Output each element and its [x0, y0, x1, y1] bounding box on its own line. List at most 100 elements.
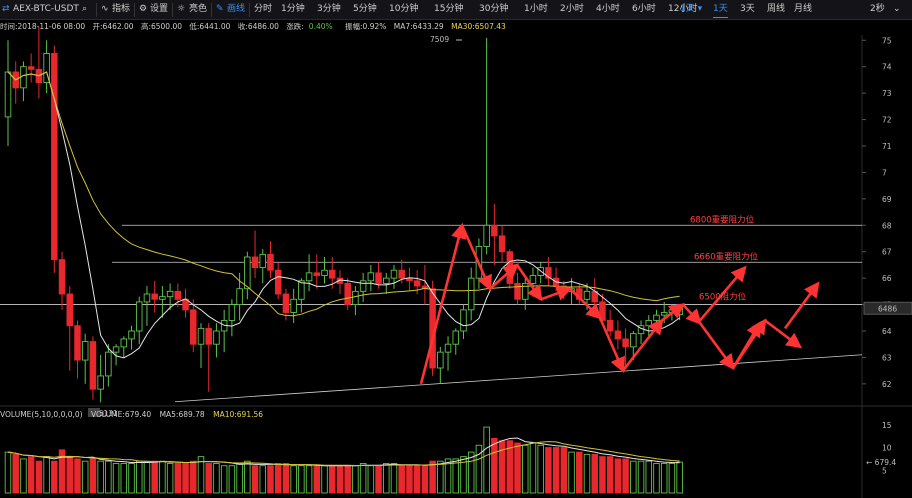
- info-ma7: MA7:6433.29: [393, 22, 444, 31]
- period-tab-10[interactable]: 6小时: [632, 4, 656, 14]
- forecast-arrow: [698, 322, 735, 371]
- period-tab-15[interactable]: 月线: [794, 4, 813, 14]
- period-tab-12[interactable]: 1天: [713, 2, 728, 18]
- period-tab-1[interactable]: 1分钟: [281, 4, 305, 14]
- volume-label: VOLUME(5,10,0,0,0,0): [0, 410, 83, 419]
- volume-bar: [89, 458, 97, 494]
- volume-bar: [537, 444, 544, 494]
- refresh-interval[interactable]: 2秒: [870, 4, 885, 14]
- candle-body: [290, 298, 297, 313]
- symbol-label[interactable]: AEX-BTC-USDT: [13, 4, 79, 14]
- volume-bar: [491, 438, 498, 494]
- period-tab-0[interactable]: 分时: [254, 4, 273, 14]
- candle-body: [545, 267, 552, 279]
- period-dropdown[interactable]: 1天 ▾: [680, 4, 703, 14]
- volume-bar: [467, 451, 475, 494]
- period-tab-7[interactable]: 1小时: [524, 4, 548, 14]
- volume-bar: [135, 460, 143, 494]
- theme-button[interactable]: 亮色: [189, 4, 208, 14]
- period-tab-3[interactable]: 5分钟: [353, 4, 377, 14]
- indicator-button[interactable]: 指标: [112, 4, 131, 14]
- volume-ma10: MA10:691.56: [213, 410, 264, 419]
- forecast-arrow: [783, 281, 820, 330]
- volume-bar: [576, 451, 583, 494]
- pencil-icon: ✎: [216, 4, 224, 14]
- candle-body: [89, 341, 97, 390]
- volume-bar: [328, 465, 336, 494]
- candle-body: [51, 53, 58, 261]
- period-tab-5[interactable]: 15分钟: [434, 4, 464, 14]
- candle-body: [259, 253, 267, 269]
- candle-body: [213, 330, 220, 345]
- period-tab-13[interactable]: 3天: [740, 4, 755, 14]
- candle-body: [128, 330, 135, 340]
- volume-bar: [97, 460, 104, 494]
- candle-body: [452, 330, 460, 345]
- candle-body: [498, 235, 506, 253]
- expand-icon[interactable]: ⌄: [893, 4, 901, 14]
- indicator-icon: ∿: [101, 4, 109, 14]
- candle-body: [344, 282, 351, 306]
- candle-body: [390, 269, 398, 279]
- min-label-box: [88, 408, 100, 417]
- period-tab-14[interactable]: 周线: [767, 4, 786, 14]
- candle-body: [143, 293, 151, 303]
- period-tab-6[interactable]: 30分钟: [479, 4, 509, 14]
- price-axis-label: 71: [882, 142, 892, 151]
- zigzag-arrow: [460, 224, 492, 292]
- candle-body: [267, 253, 274, 271]
- period-tab-4[interactable]: 10分钟: [389, 4, 419, 14]
- volume-ma5: MA5:689.78: [159, 410, 205, 419]
- symbol-icon[interactable]: ⇄: [2, 4, 10, 14]
- draw-button[interactable]: 画线: [227, 4, 246, 14]
- volume-bar: [583, 453, 591, 494]
- candle-body: [375, 272, 382, 284]
- volume-bar: [128, 463, 135, 494]
- candle-body: [413, 280, 421, 287]
- candle-body: [282, 293, 290, 313]
- volume-bar: [660, 463, 668, 494]
- price-axis-label: 73: [882, 89, 892, 98]
- candle-body: [81, 341, 89, 361]
- zigzag-arrow: [515, 264, 543, 302]
- candle-body: [58, 259, 66, 295]
- support-trendline: [174, 354, 863, 403]
- volume-bar: [74, 458, 81, 494]
- volume-bar: [228, 465, 236, 494]
- volume-bar: [514, 442, 521, 494]
- volume-bar: [521, 444, 529, 494]
- volume-bar: [529, 442, 537, 494]
- volume-bar: [267, 465, 274, 494]
- candle-body: [367, 272, 375, 282]
- volume-bar: [213, 463, 220, 494]
- volume-bar: [344, 465, 351, 494]
- candle-body: [105, 351, 112, 377]
- info-low: 低:6441.00: [189, 22, 231, 31]
- info-time: 时间:2018-11-06 08:00: [0, 22, 86, 31]
- ma7-line: [7, 71, 680, 359]
- candle-body: [313, 272, 321, 276]
- info-ma30: MA30:6507.43: [451, 22, 506, 31]
- volume-bar: [290, 465, 297, 494]
- period-tab-8[interactable]: 2小时: [560, 4, 584, 14]
- zigzag-arrow: [419, 222, 467, 385]
- zigzag-arrow: [598, 317, 625, 374]
- candle-body: [645, 319, 653, 327]
- period-tab-2[interactable]: 3分钟: [317, 4, 341, 14]
- period-tab-9[interactable]: 4小时: [596, 4, 620, 14]
- toolbar: ⇄ AEX-BTC-USDT ⌕ ∿ 指标 ⚙ 设置 ☼ 亮色 ✎ 画线 分时 1…: [0, 0, 912, 20]
- forecast-arrow: [731, 320, 762, 369]
- settings-button[interactable]: 设置: [150, 4, 169, 14]
- resistance-annotation: 6500阻力位: [699, 291, 747, 302]
- price-axis-label: 62: [882, 380, 892, 389]
- search-icon[interactable]: ⌕: [82, 4, 88, 14]
- candle-body: [606, 319, 614, 332]
- volume-current-tag: ← 679.4: [866, 458, 896, 467]
- ma30-line: [7, 71, 680, 317]
- volume-bar: [591, 453, 598, 494]
- period-tab-11[interactable]: 12小时: [668, 4, 698, 14]
- candle-body: [74, 325, 81, 361]
- info-high: 高:6500.00: [140, 22, 182, 31]
- volume-bar: [105, 460, 112, 494]
